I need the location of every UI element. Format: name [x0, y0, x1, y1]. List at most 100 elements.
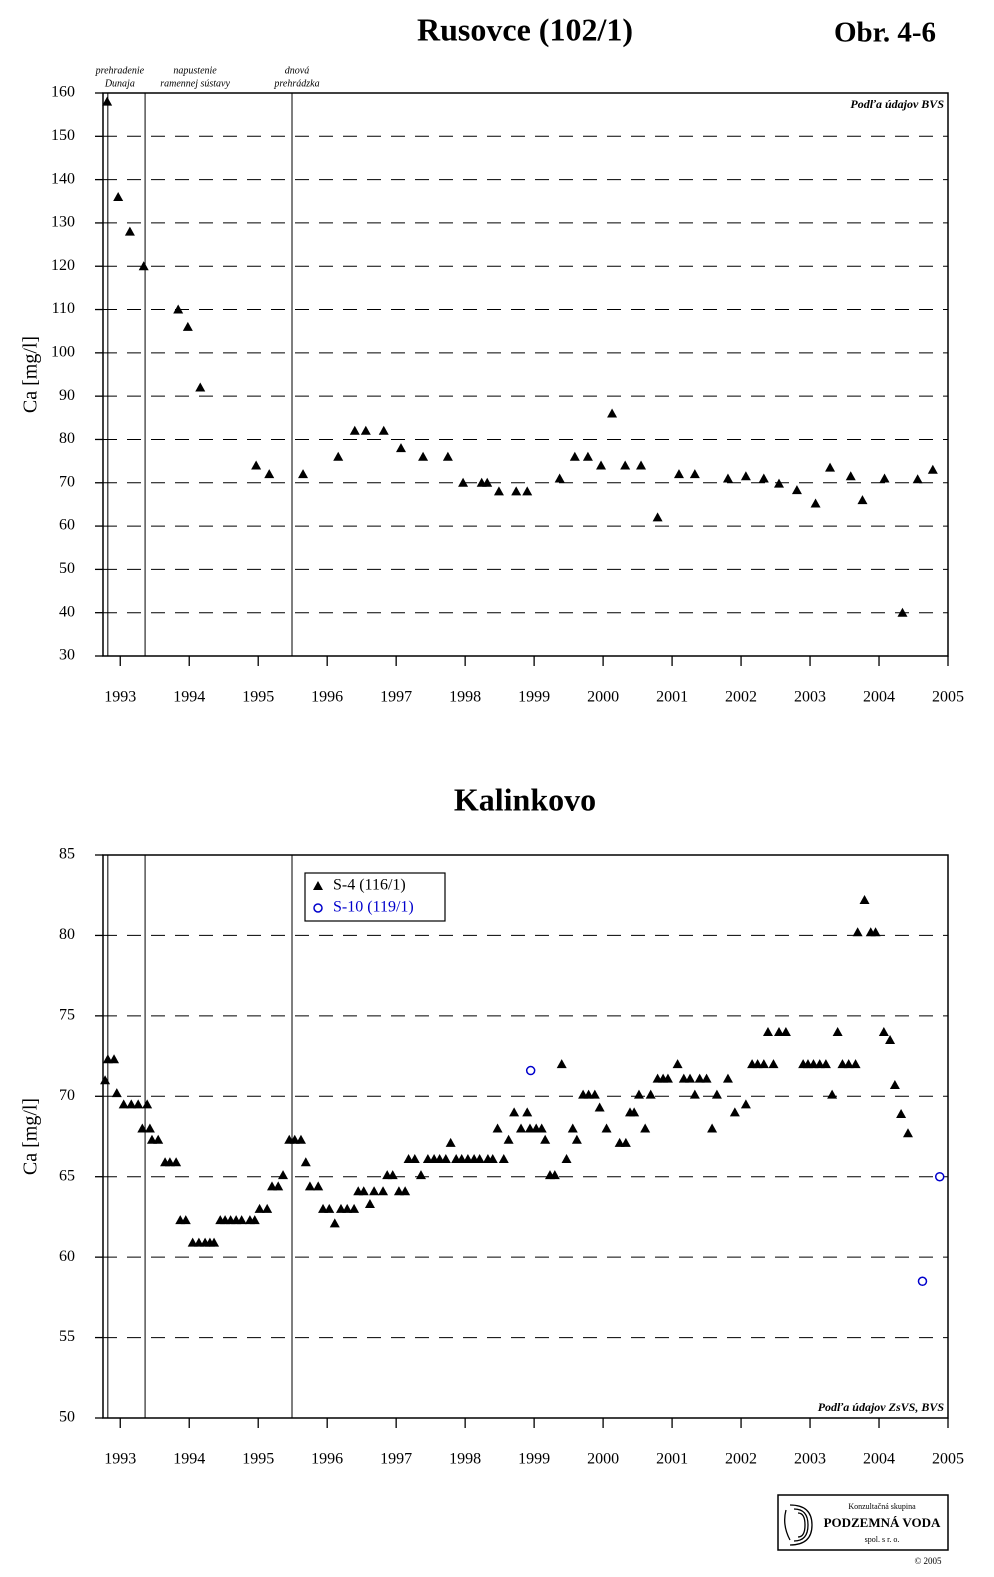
point	[138, 261, 149, 271]
point	[859, 895, 870, 905]
point	[498, 1154, 509, 1164]
point	[487, 1154, 498, 1164]
point	[594, 1102, 605, 1112]
point	[540, 1134, 551, 1144]
point	[236, 1215, 247, 1225]
x-tick-label: 2004	[863, 689, 895, 706]
point	[845, 471, 856, 481]
point	[685, 1073, 696, 1083]
x-tick-label: 1993	[104, 689, 136, 706]
source-note: Podľa údajov ZsVS, BVS	[818, 1400, 945, 1414]
point	[843, 1059, 854, 1069]
point	[582, 451, 593, 461]
y-tick-label: 100	[51, 344, 75, 361]
point	[857, 495, 868, 505]
point	[109, 1054, 120, 1064]
y-tick-label: 85	[59, 846, 75, 863]
point	[832, 1026, 843, 1036]
point	[707, 1123, 718, 1133]
point	[209, 1237, 220, 1247]
x-tick-label: 2002	[725, 689, 757, 706]
point	[349, 425, 360, 435]
point	[503, 1134, 514, 1144]
point	[554, 473, 565, 483]
y-tick-label: 70	[59, 1087, 75, 1104]
point	[758, 473, 769, 483]
point	[445, 1137, 456, 1147]
x-tick-label: 1995	[242, 1451, 274, 1468]
point	[142, 1099, 153, 1109]
legend-label: S-10 (119/1)	[333, 899, 414, 916]
x-tick-label: 2000	[587, 689, 619, 706]
point	[329, 1218, 340, 1228]
point	[536, 1123, 547, 1133]
point	[418, 451, 429, 461]
point	[827, 1089, 838, 1099]
point	[474, 1154, 485, 1164]
point	[673, 469, 684, 479]
y-tick-label: 150	[51, 127, 75, 144]
x-tick-label: 1993	[104, 1451, 136, 1468]
x-tick-label: 1996	[311, 1451, 343, 1468]
point	[522, 486, 533, 496]
point	[917, 1276, 928, 1287]
point	[902, 1128, 913, 1138]
point	[879, 473, 890, 483]
point	[124, 226, 135, 236]
event-label: prehrádzka	[273, 78, 319, 89]
event-label: ramennej sústavy	[160, 78, 230, 89]
point	[111, 1088, 122, 1098]
point	[313, 1181, 324, 1191]
point	[549, 1170, 560, 1180]
logo-line: spol. s r. o.	[865, 1535, 900, 1544]
point	[493, 486, 504, 496]
point	[300, 1157, 311, 1167]
logo: Konzultačná skupina PODZEMNÁ VODA spol. …	[777, 1494, 949, 1551]
y-tick-label: 70	[59, 473, 75, 490]
point	[400, 1186, 411, 1196]
point	[620, 1137, 631, 1147]
x-tick-label: 1997	[380, 689, 412, 706]
event-label: Dunaja	[104, 78, 135, 89]
y-tick-label: 55	[59, 1328, 75, 1345]
y-tick-label: 130	[51, 214, 75, 231]
point	[295, 1134, 306, 1144]
event-label: napustenie	[173, 65, 217, 76]
point	[740, 1099, 751, 1109]
point	[768, 1059, 779, 1069]
point	[896, 1108, 907, 1118]
point	[153, 1134, 164, 1144]
y-tick-label: 75	[59, 1007, 75, 1024]
point	[516, 1123, 527, 1133]
point	[567, 1123, 578, 1133]
point	[118, 1099, 129, 1109]
point	[633, 1089, 644, 1099]
y-tick-label: 65	[59, 1167, 75, 1184]
point	[934, 1171, 945, 1182]
point	[395, 443, 406, 453]
y-tick-label: 80	[59, 926, 75, 943]
point	[758, 1059, 769, 1069]
point	[722, 473, 733, 483]
point	[589, 1089, 600, 1099]
point	[249, 1215, 260, 1225]
legend-marker	[313, 903, 323, 913]
point	[173, 304, 184, 314]
point	[791, 485, 802, 495]
point	[137, 1123, 148, 1133]
point	[620, 460, 631, 470]
point	[509, 1107, 520, 1117]
point	[662, 1073, 673, 1083]
y-tick-label: 140	[51, 170, 75, 187]
x-tick-label: 1994	[173, 689, 205, 706]
point	[358, 1186, 369, 1196]
x-tick-label: 1999	[518, 1451, 550, 1468]
point	[694, 1073, 705, 1083]
x-tick-label: 2005	[932, 689, 964, 706]
point	[740, 471, 751, 481]
x-tick-label: 1998	[449, 689, 481, 706]
point	[251, 460, 262, 470]
x-tick-label: 1994	[173, 1451, 205, 1468]
chart-title: Kalinkovo	[454, 781, 596, 817]
